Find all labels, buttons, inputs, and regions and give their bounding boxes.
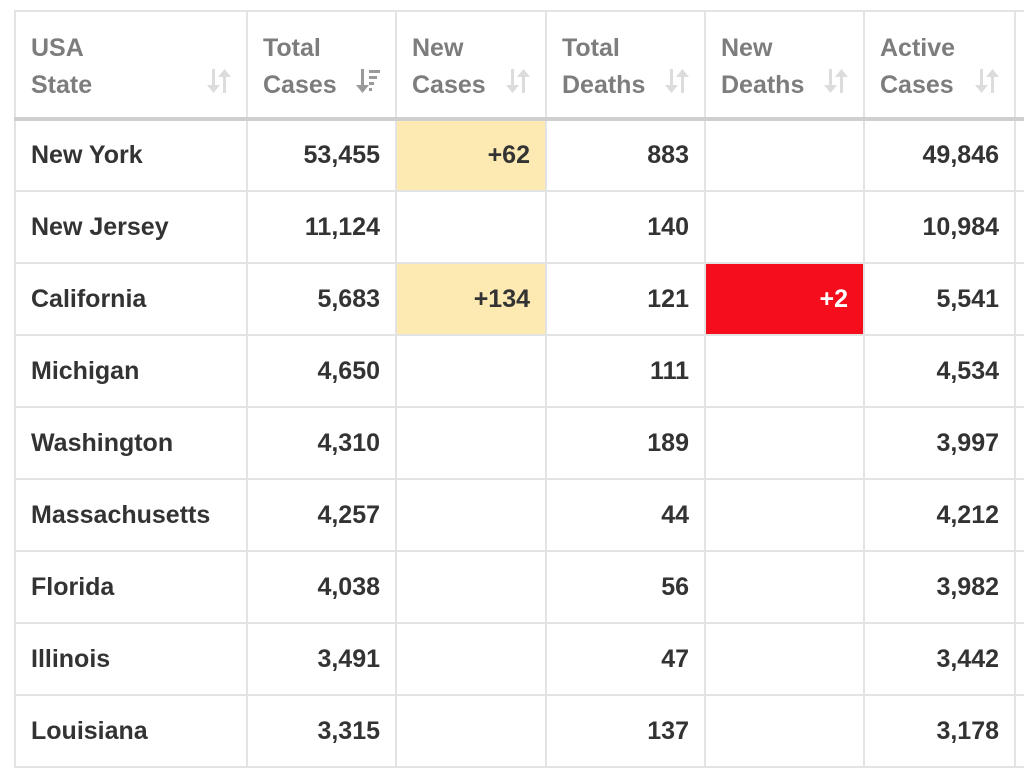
new-deaths-cell [704,117,865,192]
header-line-1: New [721,34,773,62]
header-line-2: Cases [412,71,486,99]
active-cases-cell: 3,178 [863,694,1016,768]
active-cases-cell: 4,212 [863,478,1016,552]
header-row: USA State Total Cases [14,10,1024,120]
sort-icon[interactable] [664,67,690,95]
sort-desc-icon[interactable] [355,67,381,95]
total-cases-cell: 4,257 [246,478,397,552]
new-cases-cell: +62 [395,117,547,192]
new-deaths-cell [704,190,865,264]
new-cases-cell [395,478,547,552]
state-cell: California [14,262,248,336]
state-cell: Florida [14,550,248,624]
sort-icon[interactable] [206,67,232,95]
state-cell: New York [14,117,248,192]
column-header-total-deaths[interactable]: Total Deaths [545,10,706,120]
total-deaths-cell: 137 [545,694,706,768]
state-cell: Michigan [14,334,248,408]
new-cases-cell [395,622,547,696]
partial-cell [1014,622,1024,696]
state-cell: Massachusetts [14,478,248,552]
partial-cell [1014,190,1024,264]
header-line-2: Deaths [721,71,805,99]
total-deaths-cell: 47 [545,622,706,696]
header-line-1: USA [31,34,84,62]
total-cases-cell: 4,310 [246,406,397,480]
usa-cases-table: USA State Total Cases [14,10,1024,768]
state-cell: New Jersey [14,190,248,264]
partial-cell [1014,262,1024,336]
partial-cell [1014,550,1024,624]
header-line-1: New [412,34,464,62]
sort-icon[interactable] [823,67,849,95]
active-cases-cell: 5,541 [863,262,1016,336]
header-line-2: Deaths [562,71,646,99]
active-cases-cell: 3,997 [863,406,1016,480]
total-deaths-cell: 189 [545,406,706,480]
partial-cell [1014,406,1024,480]
header-line-2: Cases [263,71,337,99]
new-cases-cell [395,406,547,480]
table-row[interactable]: California 5,683 +134 121 +2 5,541 [14,262,1024,336]
total-deaths-cell: 56 [545,550,706,624]
header-line-1: Active [880,34,956,62]
new-cases-cell [395,190,547,264]
total-deaths-cell: 883 [545,117,706,192]
column-header-next-partial[interactable] [1014,10,1024,120]
total-cases-cell: 3,315 [246,694,397,768]
table-row[interactable]: New York 53,455 +62 883 49,846 [14,117,1024,192]
total-deaths-cell: 121 [545,262,706,336]
active-cases-cell: 10,984 [863,190,1016,264]
new-deaths-cell [704,550,865,624]
total-deaths-cell: 140 [545,190,706,264]
total-cases-cell: 4,650 [246,334,397,408]
active-cases-cell: 4,534 [863,334,1016,408]
header-line-1: Total [562,34,620,62]
total-cases-cell: 11,124 [246,190,397,264]
partial-cell [1014,478,1024,552]
table-row[interactable]: New Jersey 11,124 140 10,984 [14,190,1024,264]
column-header-total-cases[interactable]: Total Cases [246,10,397,120]
active-cases-cell: 49,846 [863,117,1016,192]
sort-icon[interactable] [974,67,1000,95]
state-cell: Illinois [14,622,248,696]
new-deaths-cell [704,694,865,768]
new-cases-cell: +134 [395,262,547,336]
active-cases-cell: 3,442 [863,622,1016,696]
total-cases-cell: 5,683 [246,262,397,336]
table-row[interactable]: Louisiana 3,315 137 3,178 [14,694,1024,768]
column-header-active-cases[interactable]: Active Cases [863,10,1016,120]
new-deaths-cell [704,334,865,408]
header-line-1: Total [263,34,321,62]
new-cases-cell [395,334,547,408]
new-cases-cell [395,550,547,624]
partial-cell [1014,117,1024,192]
total-cases-cell: 4,038 [246,550,397,624]
table-row[interactable]: Michigan 4,650 111 4,534 [14,334,1024,408]
column-header-new-deaths[interactable]: New Deaths [704,10,865,120]
total-deaths-cell: 44 [545,478,706,552]
new-deaths-cell [704,478,865,552]
new-deaths-cell: +2 [704,262,865,336]
table-row[interactable]: Illinois 3,491 47 3,442 [14,622,1024,696]
header-line-2: State [31,71,93,99]
header-line-2: Cases [880,71,954,99]
partial-cell [1014,334,1024,408]
column-header-state[interactable]: USA State [14,10,248,120]
state-cell: Washington [14,406,248,480]
new-deaths-cell [704,406,865,480]
partial-cell [1014,694,1024,768]
state-cell: Louisiana [14,694,248,768]
table-row[interactable]: Washington 4,310 189 3,997 [14,406,1024,480]
total-deaths-cell: 111 [545,334,706,408]
total-cases-cell: 3,491 [246,622,397,696]
sort-icon[interactable] [505,67,531,95]
new-deaths-cell [704,622,865,696]
new-cases-cell [395,694,547,768]
table-row[interactable]: Massachusetts 4,257 44 4,212 [14,478,1024,552]
active-cases-cell: 3,982 [863,550,1016,624]
column-header-new-cases[interactable]: New Cases [395,10,547,120]
table-row[interactable]: Florida 4,038 56 3,982 [14,550,1024,624]
total-cases-cell: 53,455 [246,117,397,192]
